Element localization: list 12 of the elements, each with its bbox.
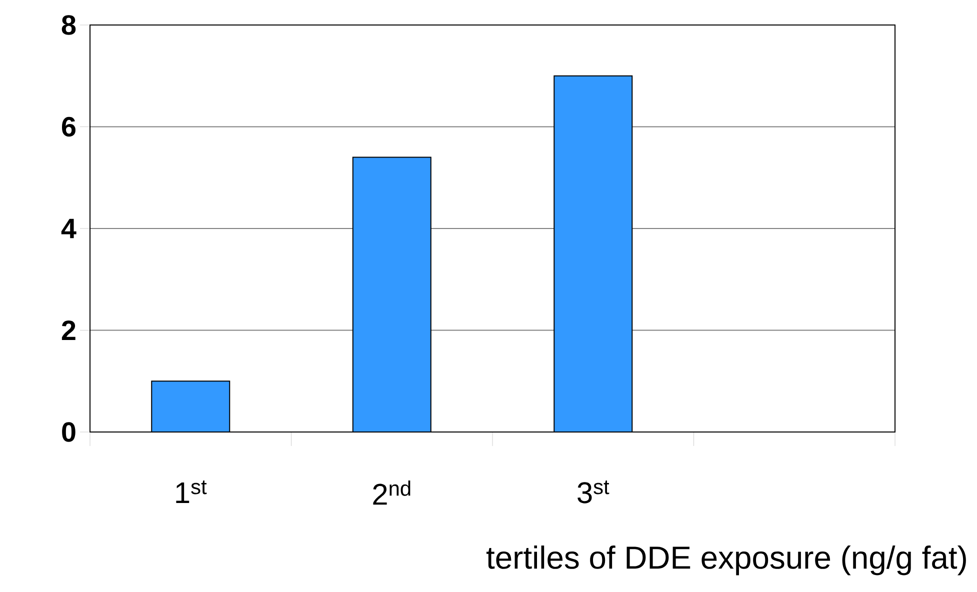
y-tick-label: 2 (62, 320, 76, 340)
y-tick-label: 4 (61, 218, 76, 238)
bar (554, 75, 633, 432)
bar (352, 156, 432, 432)
y-tick-label: 6 (62, 116, 76, 137)
x-tick-label: 3$^{st}$ (578, 480, 610, 504)
y-tick-label: 8 (62, 15, 76, 35)
bar (151, 380, 230, 432)
x-tick-label: 1$^{st}$ (176, 480, 207, 504)
x-axis-title: tertiles of DDE exposure (ng/g fat) (486, 546, 966, 576)
y-tick-label: 0 (62, 422, 76, 442)
x-tick-label: 2$^{nd}$ (373, 480, 410, 505)
